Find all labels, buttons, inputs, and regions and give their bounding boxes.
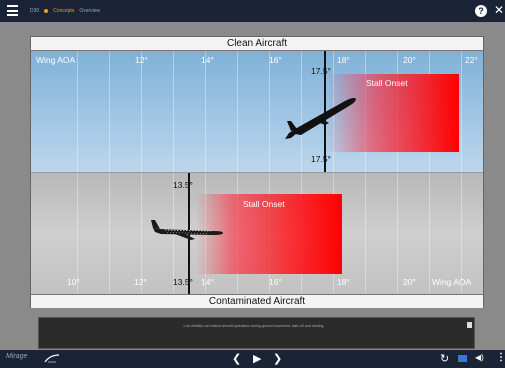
grid-line bbox=[461, 51, 462, 172]
grid-line bbox=[173, 51, 174, 172]
contaminated-airplane-icon bbox=[151, 220, 223, 240]
partner-logo-icon bbox=[44, 354, 60, 363]
aoa-value-top: 17.5° bbox=[311, 66, 331, 76]
aoa-value-top: 13.5° bbox=[173, 180, 193, 190]
tick-label: 14° bbox=[201, 277, 214, 287]
tick-label: 22° bbox=[465, 55, 478, 65]
breadcrumb: D30 Concepts Overview bbox=[30, 5, 100, 17]
aoa-value-bottom: 13.5° bbox=[173, 277, 193, 287]
tick-label: 10° bbox=[67, 277, 80, 287]
tick-label: 16° bbox=[269, 55, 282, 65]
clean-airplane-icon bbox=[285, 97, 356, 139]
grid-line bbox=[397, 173, 398, 294]
captions-icon[interactable] bbox=[458, 355, 467, 362]
crumb-course[interactable]: D30 bbox=[30, 8, 40, 14]
play-icon[interactable]: ▶ bbox=[253, 353, 262, 365]
grid-line bbox=[109, 173, 110, 294]
aoa-value-bottom: 17.5° bbox=[311, 154, 331, 164]
narration-box: Low visibility can restrict aircraft ope… bbox=[38, 317, 475, 349]
crumb-page[interactable]: Overview bbox=[79, 8, 101, 14]
brand-logo: Mirage bbox=[6, 353, 28, 360]
top-bar: D30 Concepts Overview ? ✕ bbox=[0, 0, 505, 22]
narration-text: Low visibility can restrict aircraft ope… bbox=[183, 324, 325, 328]
axis-name: Wing AOA bbox=[432, 277, 472, 287]
grid-line bbox=[301, 51, 302, 172]
grid-line bbox=[205, 51, 206, 172]
crumb-section[interactable]: Concepts bbox=[53, 8, 75, 14]
grid-line bbox=[141, 173, 142, 294]
volume-icon[interactable]: ◀) bbox=[475, 353, 484, 362]
crumb-dot-icon bbox=[44, 9, 49, 13]
aoa-comparison-panel: Clean Aircraft Wing AOA 12° 14° 16° 18° … bbox=[30, 36, 484, 308]
grid-line bbox=[237, 51, 238, 172]
more-icon[interactable]: ⋮ bbox=[496, 352, 505, 363]
stall-onset-zone bbox=[327, 74, 459, 152]
menu-icon[interactable] bbox=[7, 5, 18, 16]
contaminated-aircraft-scene: Stall Onset 13.5° 13.5° 10° 12° 14° 16° … bbox=[31, 172, 483, 294]
tick-label: 12° bbox=[135, 55, 148, 65]
tick-label: 20° bbox=[403, 55, 416, 65]
grid-line bbox=[77, 173, 78, 294]
grid-line bbox=[461, 173, 462, 294]
axis-name: Wing AOA bbox=[36, 55, 76, 65]
clean-aircraft-scene: Wing AOA 12° 14° 16° 18° 20° 22° Stall O… bbox=[31, 51, 483, 172]
close-icon[interactable]: ✕ bbox=[494, 3, 505, 17]
tick-label: 20° bbox=[403, 277, 416, 287]
document-icon[interactable] bbox=[467, 322, 472, 328]
grid-line bbox=[429, 173, 430, 294]
grid-line bbox=[109, 51, 110, 172]
grid-line bbox=[77, 51, 78, 172]
contaminated-aircraft-title: Contaminated Aircraft bbox=[31, 294, 483, 308]
tick-label: 12° bbox=[134, 277, 147, 287]
prev-icon[interactable]: ❮ bbox=[232, 353, 242, 365]
bottom-bar: Mirage ❮ ▶ ❯ ↻ ◀) ⋮ bbox=[0, 350, 505, 368]
grid-line bbox=[141, 51, 142, 172]
tick-label: 16° bbox=[269, 277, 282, 287]
stall-onset-label: Stall Onset bbox=[366, 78, 408, 88]
tick-label: 18° bbox=[337, 55, 350, 65]
tick-label: 18° bbox=[337, 277, 350, 287]
tick-label: 14° bbox=[201, 55, 214, 65]
stall-onset-label: Stall Onset bbox=[243, 199, 285, 209]
reload-icon[interactable]: ↻ bbox=[440, 353, 450, 365]
grid-line bbox=[365, 173, 366, 294]
clean-aircraft-title: Clean Aircraft bbox=[31, 37, 483, 51]
grid-line bbox=[269, 51, 270, 172]
next-icon[interactable]: ❯ bbox=[273, 353, 283, 365]
help-icon[interactable]: ? bbox=[475, 5, 487, 17]
aoa-indicator-line bbox=[324, 51, 326, 172]
